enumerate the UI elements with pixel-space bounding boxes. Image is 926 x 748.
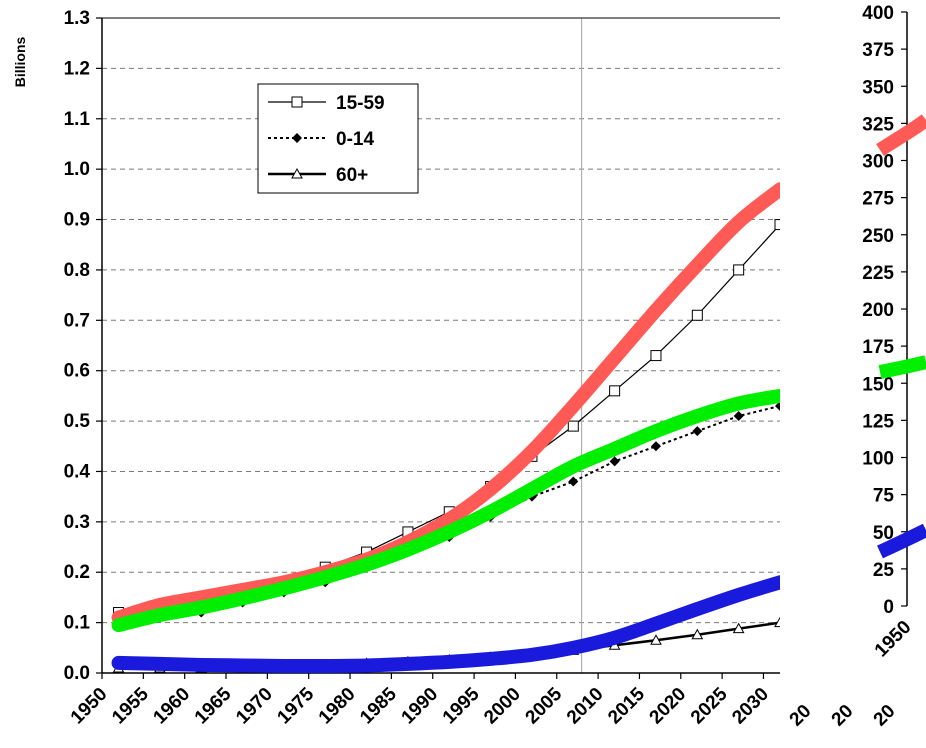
- x-tick-label: 2030: [728, 684, 773, 729]
- secondary-curve-blue: [877, 523, 926, 559]
- secondary-x-tick-label: 1950: [871, 617, 916, 662]
- secondary-y-tick-labels: 0 25 50 75 100 125 150 175 200 225 250 275 300 325 350…: [862, 3, 907, 618]
- y-tick-label: 0.4: [64, 461, 91, 482]
- legend-marker: [292, 133, 302, 143]
- x-tick-label: 1950: [67, 684, 112, 729]
- y-tick-label: 1.2: [64, 58, 90, 79]
- y-tick-label: 1.1: [64, 109, 91, 130]
- secondary-y-tick-label: 350: [862, 77, 894, 98]
- x-tick-label: 2025: [687, 683, 732, 728]
- x-tick-label: 2010: [563, 684, 608, 729]
- x-tick-label: 1970: [232, 684, 277, 729]
- data-point: [691, 628, 704, 640]
- secondary-y-tick-label: 375: [862, 40, 894, 61]
- legend: 15-59 0-14 60+: [257, 83, 419, 194]
- secondary-y-tick-label: 200: [862, 300, 894, 321]
- legend-label: 15-59: [336, 93, 385, 114]
- data-point: [774, 616, 780, 628]
- x-tick-label: 2020: [646, 684, 691, 729]
- y-tick-label: 0.1: [64, 613, 91, 634]
- clipped-x-tick-label: 20: [786, 701, 816, 731]
- secondary-chart: 0 25 50 75 100 125 150 175 200 225 250 275 300 325 350…: [786, 0, 926, 730]
- secondary-y-tick-label: 125: [862, 411, 894, 432]
- x-tick-label: 1965: [191, 683, 236, 728]
- legend-marker: [291, 167, 303, 179]
- x-tick-label: 1990: [398, 684, 443, 729]
- data-point: [691, 309, 703, 321]
- gridlines: [102, 67, 780, 624]
- x-tick-label: 1960: [149, 684, 194, 729]
- secondary-y-tick-label: 100: [862, 449, 894, 470]
- clipped-x-tick-label: 20: [870, 701, 900, 731]
- secondary-x-tick-labels: 1950 20 20 20: [786, 617, 916, 731]
- y-tick-labels: 0.0 0.1 0.2 0.3 0.4 0.5 0.6 0.7 0.8 0.9 1.0 1.1 1.2 1…: [64, 8, 102, 684]
- secondary-plot-area: [905, 0, 926, 620]
- x-tick-labels: 1950195519601965197019751980198519901995…: [67, 673, 773, 728]
- plot-area: [102, 18, 780, 673]
- data-point: [732, 622, 745, 634]
- data-point: [609, 385, 621, 397]
- y-tick-label: 0.2: [64, 562, 90, 583]
- data-point: [650, 441, 661, 452]
- y-tick-label: 0.9: [64, 210, 90, 231]
- secondary-y-tick-label: 25: [873, 560, 895, 581]
- y-axis-label: Billions: [12, 37, 28, 88]
- secondary-decor: [876, 114, 926, 559]
- secondary-y-tick-label: 75: [873, 486, 895, 507]
- secondary-y-tick-label: 325: [862, 114, 894, 135]
- data-point: [733, 264, 745, 276]
- legend-label: 0-14: [336, 129, 374, 150]
- data-point: [650, 634, 662, 645]
- y-tick-label: 0.7: [64, 310, 90, 331]
- secondary-y-tick-label: 50: [873, 523, 894, 544]
- data-point: [609, 456, 620, 467]
- secondary-curve-green: [878, 355, 926, 379]
- secondary-y-tick-label: 175: [862, 337, 894, 358]
- secondary-y-tick-label: 400: [862, 3, 894, 24]
- secondary-curve-red: [876, 114, 926, 156]
- x-tick-label: 1980: [315, 684, 360, 729]
- x-tick-label: 1975: [273, 683, 318, 728]
- overlay-curve: [111, 388, 780, 633]
- data-point: [567, 420, 579, 432]
- secondary-y-tick-label: 250: [862, 226, 894, 247]
- data-point: [774, 219, 780, 231]
- secondary-y-tick-label: 225: [862, 263, 894, 284]
- y-tick-label: 0.8: [64, 260, 90, 281]
- x-tick-label: 2005: [522, 683, 567, 728]
- data-point: [775, 400, 780, 411]
- legend-label: 60+: [336, 165, 368, 186]
- clipped-x-tick-label: 20: [828, 701, 858, 731]
- overlay-curves: [111, 182, 780, 674]
- y-tick-label: 1.0: [64, 159, 90, 180]
- y-tick-label: 0.3: [64, 512, 90, 533]
- data-point: [650, 350, 662, 362]
- legend-marker: [291, 96, 303, 108]
- y-tick-label: 0.6: [64, 361, 90, 382]
- overlay-curve: [111, 575, 780, 674]
- y-tick-label: 1.3: [64, 8, 90, 29]
- y-tick-label: 0.0: [64, 663, 90, 684]
- x-tick-label: 2015: [604, 683, 649, 728]
- x-tick-label: 2000: [480, 684, 525, 729]
- data-point: [692, 426, 703, 437]
- data-point: [733, 411, 744, 422]
- secondary-y-tick-label: 0: [883, 597, 894, 618]
- secondary-y-tick-label: 275: [862, 189, 894, 210]
- x-tick-label: 1995: [439, 683, 484, 728]
- secondary-y-tick-label: 150: [862, 374, 894, 395]
- main-chart: 0.0 0.1 0.2 0.3 0.4 0.5 0.6 0.7 0.8 0.9 1.0 1.1 1.2 1…: [12, 8, 780, 728]
- secondary-y-tick-label: 300: [862, 152, 894, 173]
- y-tick-label: 0.5: [64, 411, 91, 432]
- overlay-curve: [111, 182, 780, 625]
- x-tick-label: 1985: [356, 683, 401, 728]
- data-point: [568, 476, 579, 487]
- x-tick-label: 1955: [108, 683, 153, 728]
